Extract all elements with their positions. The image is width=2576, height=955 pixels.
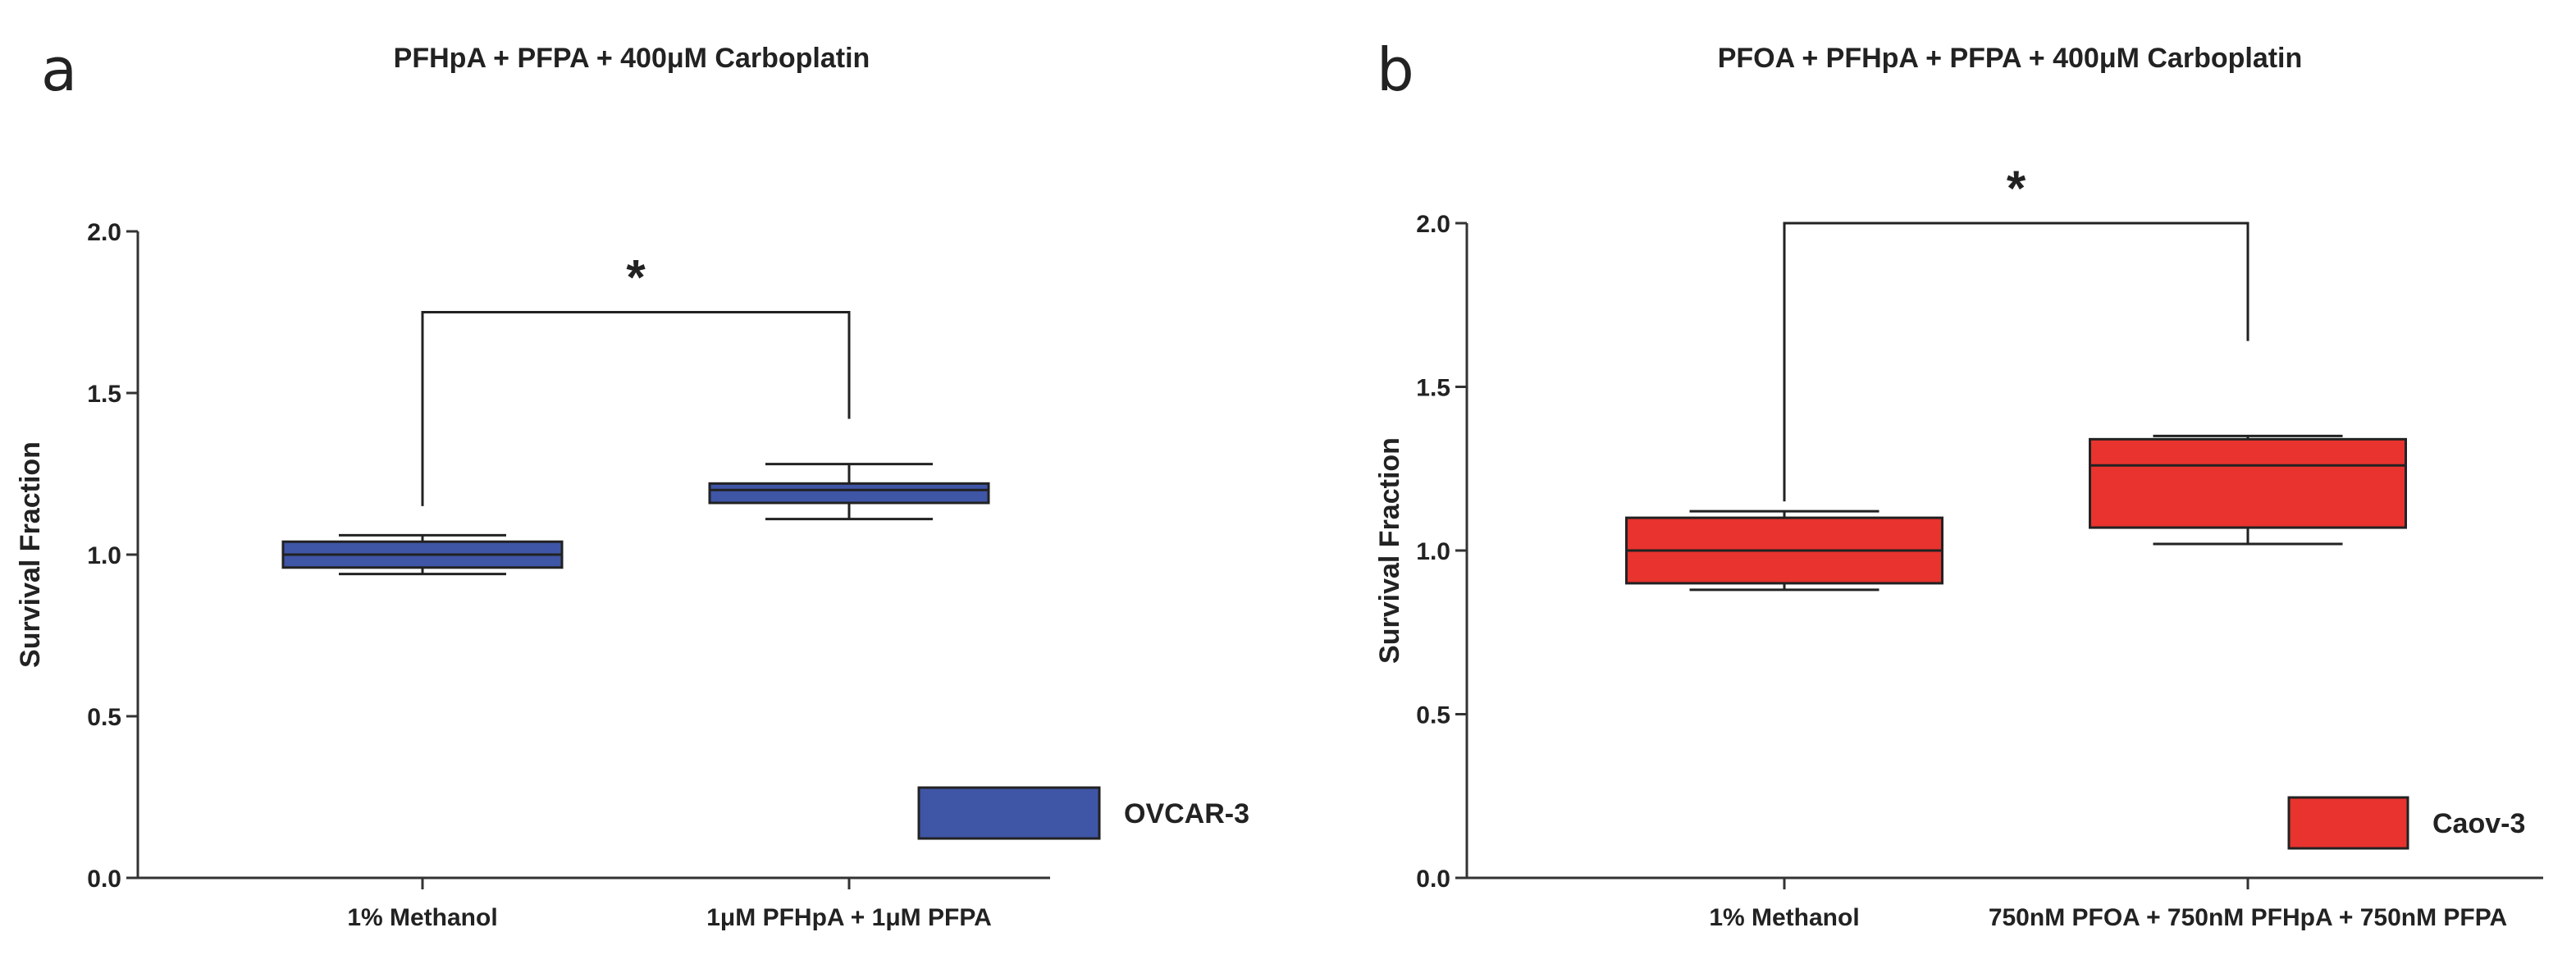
panel-label: a [41,35,77,104]
panel-a: a PFHpA + PFPA + 400μM Carboplatin 0.0 0.5 1… [15,35,1249,931]
box-1 [1625,509,1943,592]
significance-star: * [626,250,646,305]
x-category-label: 1μM PFHpA + 1μM PFPA [706,904,992,931]
y-axis-label: Survival Fraction [15,441,46,668]
chart-title: PFOA + PFHpA + PFPA + 400μM Carboplatin [1718,43,2303,74]
chart-title: PFHpA + PFPA + 400μM Carboplatin [394,43,870,74]
y-tick-label: 1.5 [1416,375,1450,402]
y-tick-label: 0.5 [87,704,121,731]
x-category-label: 1% Methanol [347,904,497,931]
x-category-label: 1% Methanol [1709,904,1859,931]
legend-label: OVCAR-3 [1124,798,1249,829]
panel-label: b [1377,35,1414,104]
y-axis-label: Survival Fraction [1374,437,1405,664]
box-iqr [2089,437,2407,529]
legend-label: Caov-3 [2432,808,2525,839]
y-tick-label: 1.5 [87,381,121,408]
significance-star: * [2007,161,2026,216]
y-tick-label: 1.0 [87,542,121,569]
y-tick-label: 0.5 [1416,702,1450,729]
y-tick-label: 0.0 [87,866,121,893]
box-2 [2089,434,2407,546]
legend-swatch [2287,796,2409,850]
legend-swatch [917,786,1101,840]
y-tick-label: 2.0 [1416,211,1450,238]
box-iqr [708,482,990,505]
significance-bracket [421,311,851,506]
box-1 [281,533,564,576]
box-2 [708,463,990,521]
x-category-label: 750nM PFOA + 750nM PFHpA + 750nM PFPA [1989,904,2507,931]
panel-b: b PFOA + PFHpA + PFPA + 400μM Carboplatin… [1374,35,2543,931]
y-tick-label: 0.0 [1416,866,1450,893]
y-tick-label: 2.0 [87,219,121,246]
significance-bracket [1783,222,2249,502]
y-tick-label: 1.0 [1416,538,1450,565]
